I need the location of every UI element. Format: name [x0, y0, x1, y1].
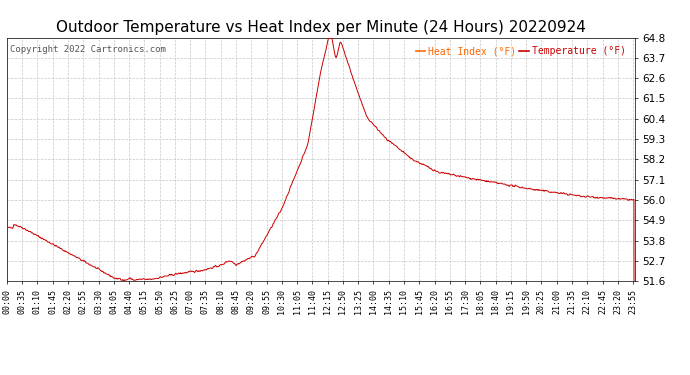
Legend: Heat Index (°F), Temperature (°F): Heat Index (°F), Temperature (°F) [412, 42, 630, 60]
Title: Outdoor Temperature vs Heat Index per Minute (24 Hours) 20220924: Outdoor Temperature vs Heat Index per Mi… [56, 20, 586, 35]
Text: Copyright 2022 Cartronics.com: Copyright 2022 Cartronics.com [10, 45, 166, 54]
